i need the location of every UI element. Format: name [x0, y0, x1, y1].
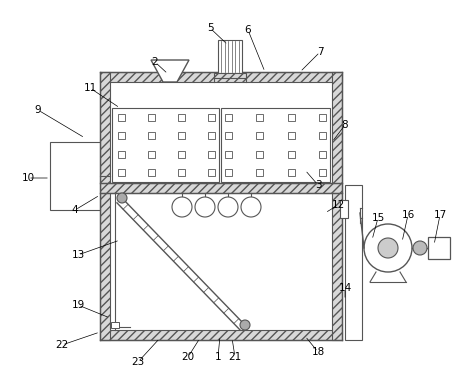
Bar — [288, 151, 295, 157]
Text: 9: 9 — [35, 105, 41, 115]
Text: 6: 6 — [245, 25, 252, 35]
Text: 11: 11 — [84, 83, 97, 93]
Text: 14: 14 — [338, 283, 352, 293]
Circle shape — [241, 197, 261, 217]
Text: 2: 2 — [152, 57, 158, 67]
Bar — [257, 169, 263, 176]
Text: 3: 3 — [315, 180, 321, 190]
Text: 18: 18 — [311, 347, 325, 357]
Bar — [218, 40, 242, 73]
Bar — [225, 132, 232, 140]
Text: 8: 8 — [342, 120, 348, 130]
Bar — [221, 108, 330, 182]
Bar — [148, 132, 155, 140]
Text: 19: 19 — [71, 300, 84, 310]
Bar — [319, 151, 326, 157]
Bar — [112, 108, 219, 182]
Bar — [50, 142, 100, 210]
Bar — [332, 72, 342, 340]
Bar — [100, 72, 342, 82]
Bar — [118, 169, 125, 176]
Bar — [225, 169, 232, 176]
Bar — [148, 151, 155, 157]
Bar — [118, 132, 125, 140]
Bar — [100, 72, 110, 340]
Bar — [319, 169, 326, 176]
Text: 20: 20 — [182, 352, 195, 362]
Text: 10: 10 — [21, 173, 35, 183]
Bar — [118, 151, 125, 157]
Bar — [178, 132, 185, 140]
Bar — [208, 132, 215, 140]
Text: 23: 23 — [131, 357, 145, 367]
Bar — [319, 114, 326, 121]
Bar — [118, 114, 125, 121]
Bar — [148, 114, 155, 121]
Text: 17: 17 — [434, 210, 447, 220]
Bar — [257, 114, 263, 121]
Polygon shape — [151, 60, 189, 82]
Bar — [178, 169, 185, 176]
Circle shape — [364, 224, 412, 272]
Bar — [178, 114, 185, 121]
Text: 7: 7 — [317, 47, 323, 57]
Bar — [288, 169, 295, 176]
Text: 15: 15 — [371, 213, 385, 223]
Bar — [208, 151, 215, 157]
Bar — [345, 185, 362, 340]
Circle shape — [117, 193, 127, 203]
Bar — [319, 132, 326, 140]
Bar — [257, 132, 263, 140]
Bar — [225, 151, 232, 157]
Circle shape — [240, 320, 250, 330]
Bar — [214, 73, 246, 78]
Bar — [288, 114, 295, 121]
Text: 4: 4 — [72, 205, 78, 215]
Bar — [340, 200, 348, 218]
Bar — [100, 183, 342, 193]
Bar — [148, 169, 155, 176]
Circle shape — [413, 241, 427, 255]
Text: 21: 21 — [228, 352, 242, 362]
Text: 13: 13 — [71, 250, 84, 260]
Bar — [225, 114, 232, 121]
Circle shape — [172, 197, 192, 217]
Text: 22: 22 — [55, 340, 69, 350]
Circle shape — [378, 238, 398, 258]
Bar — [288, 132, 295, 140]
Text: 1: 1 — [215, 352, 221, 362]
Bar — [257, 151, 263, 157]
Bar — [111, 322, 119, 328]
Circle shape — [218, 197, 238, 217]
Bar — [178, 151, 185, 157]
Circle shape — [195, 197, 215, 217]
Bar — [428, 237, 450, 259]
Text: 12: 12 — [331, 200, 345, 210]
Bar — [208, 114, 215, 121]
Bar — [100, 330, 342, 340]
Text: 5: 5 — [207, 23, 213, 33]
Text: 16: 16 — [401, 210, 415, 220]
Bar — [208, 169, 215, 176]
